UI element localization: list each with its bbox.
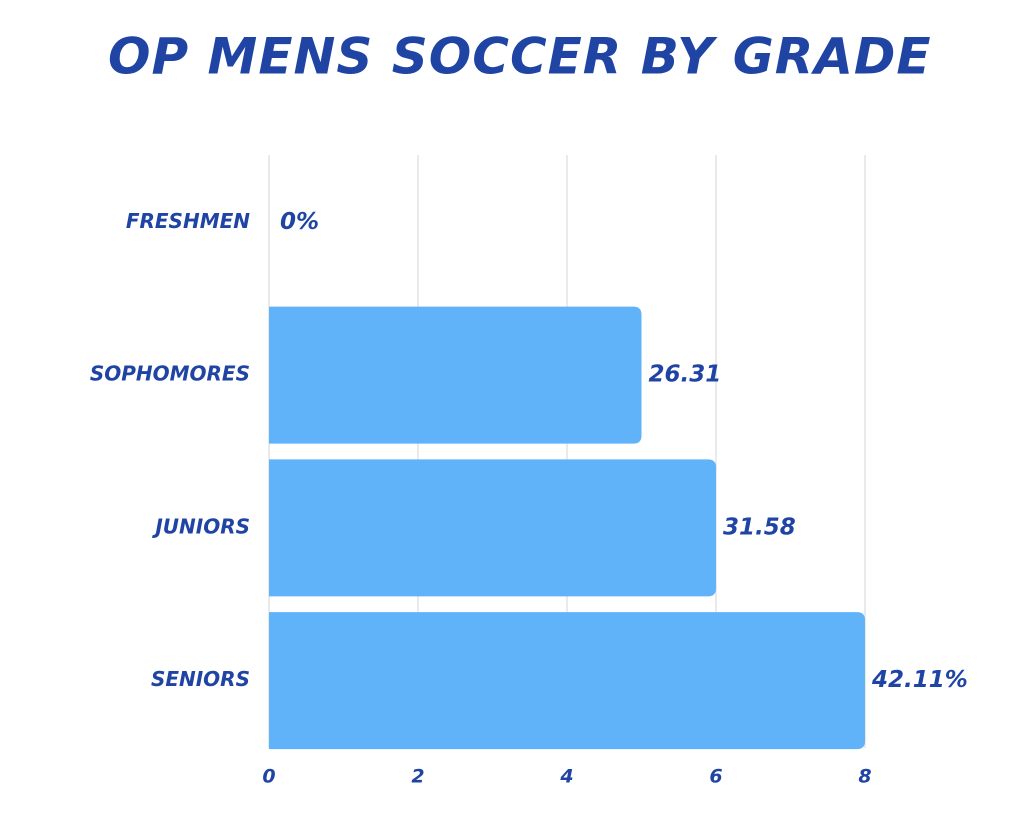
y-tick-label: SOPHOMORES	[90, 362, 250, 386]
value-label: 26.31	[649, 362, 722, 388]
value-label: 31.58	[723, 514, 796, 540]
x-tick-label: 2	[411, 766, 424, 788]
bar	[269, 306, 642, 444]
x-tick-label: 8	[858, 766, 871, 788]
x-tick-label: 0	[262, 766, 275, 788]
bar	[269, 459, 716, 597]
y-tick-label: JUNIORS	[151, 514, 250, 538]
value-label: 42.11%	[871, 667, 968, 693]
bar	[269, 612, 865, 750]
x-tick-label: 4	[559, 766, 573, 788]
x-tick-label: 6	[709, 766, 722, 788]
value-label: 0%	[280, 209, 319, 235]
y-tick-label: SENIORS	[151, 667, 250, 691]
y-tick-label: FRESHMEN	[126, 209, 250, 233]
chart-title: OP MENS SOCCER BY GRADE	[108, 28, 932, 86]
